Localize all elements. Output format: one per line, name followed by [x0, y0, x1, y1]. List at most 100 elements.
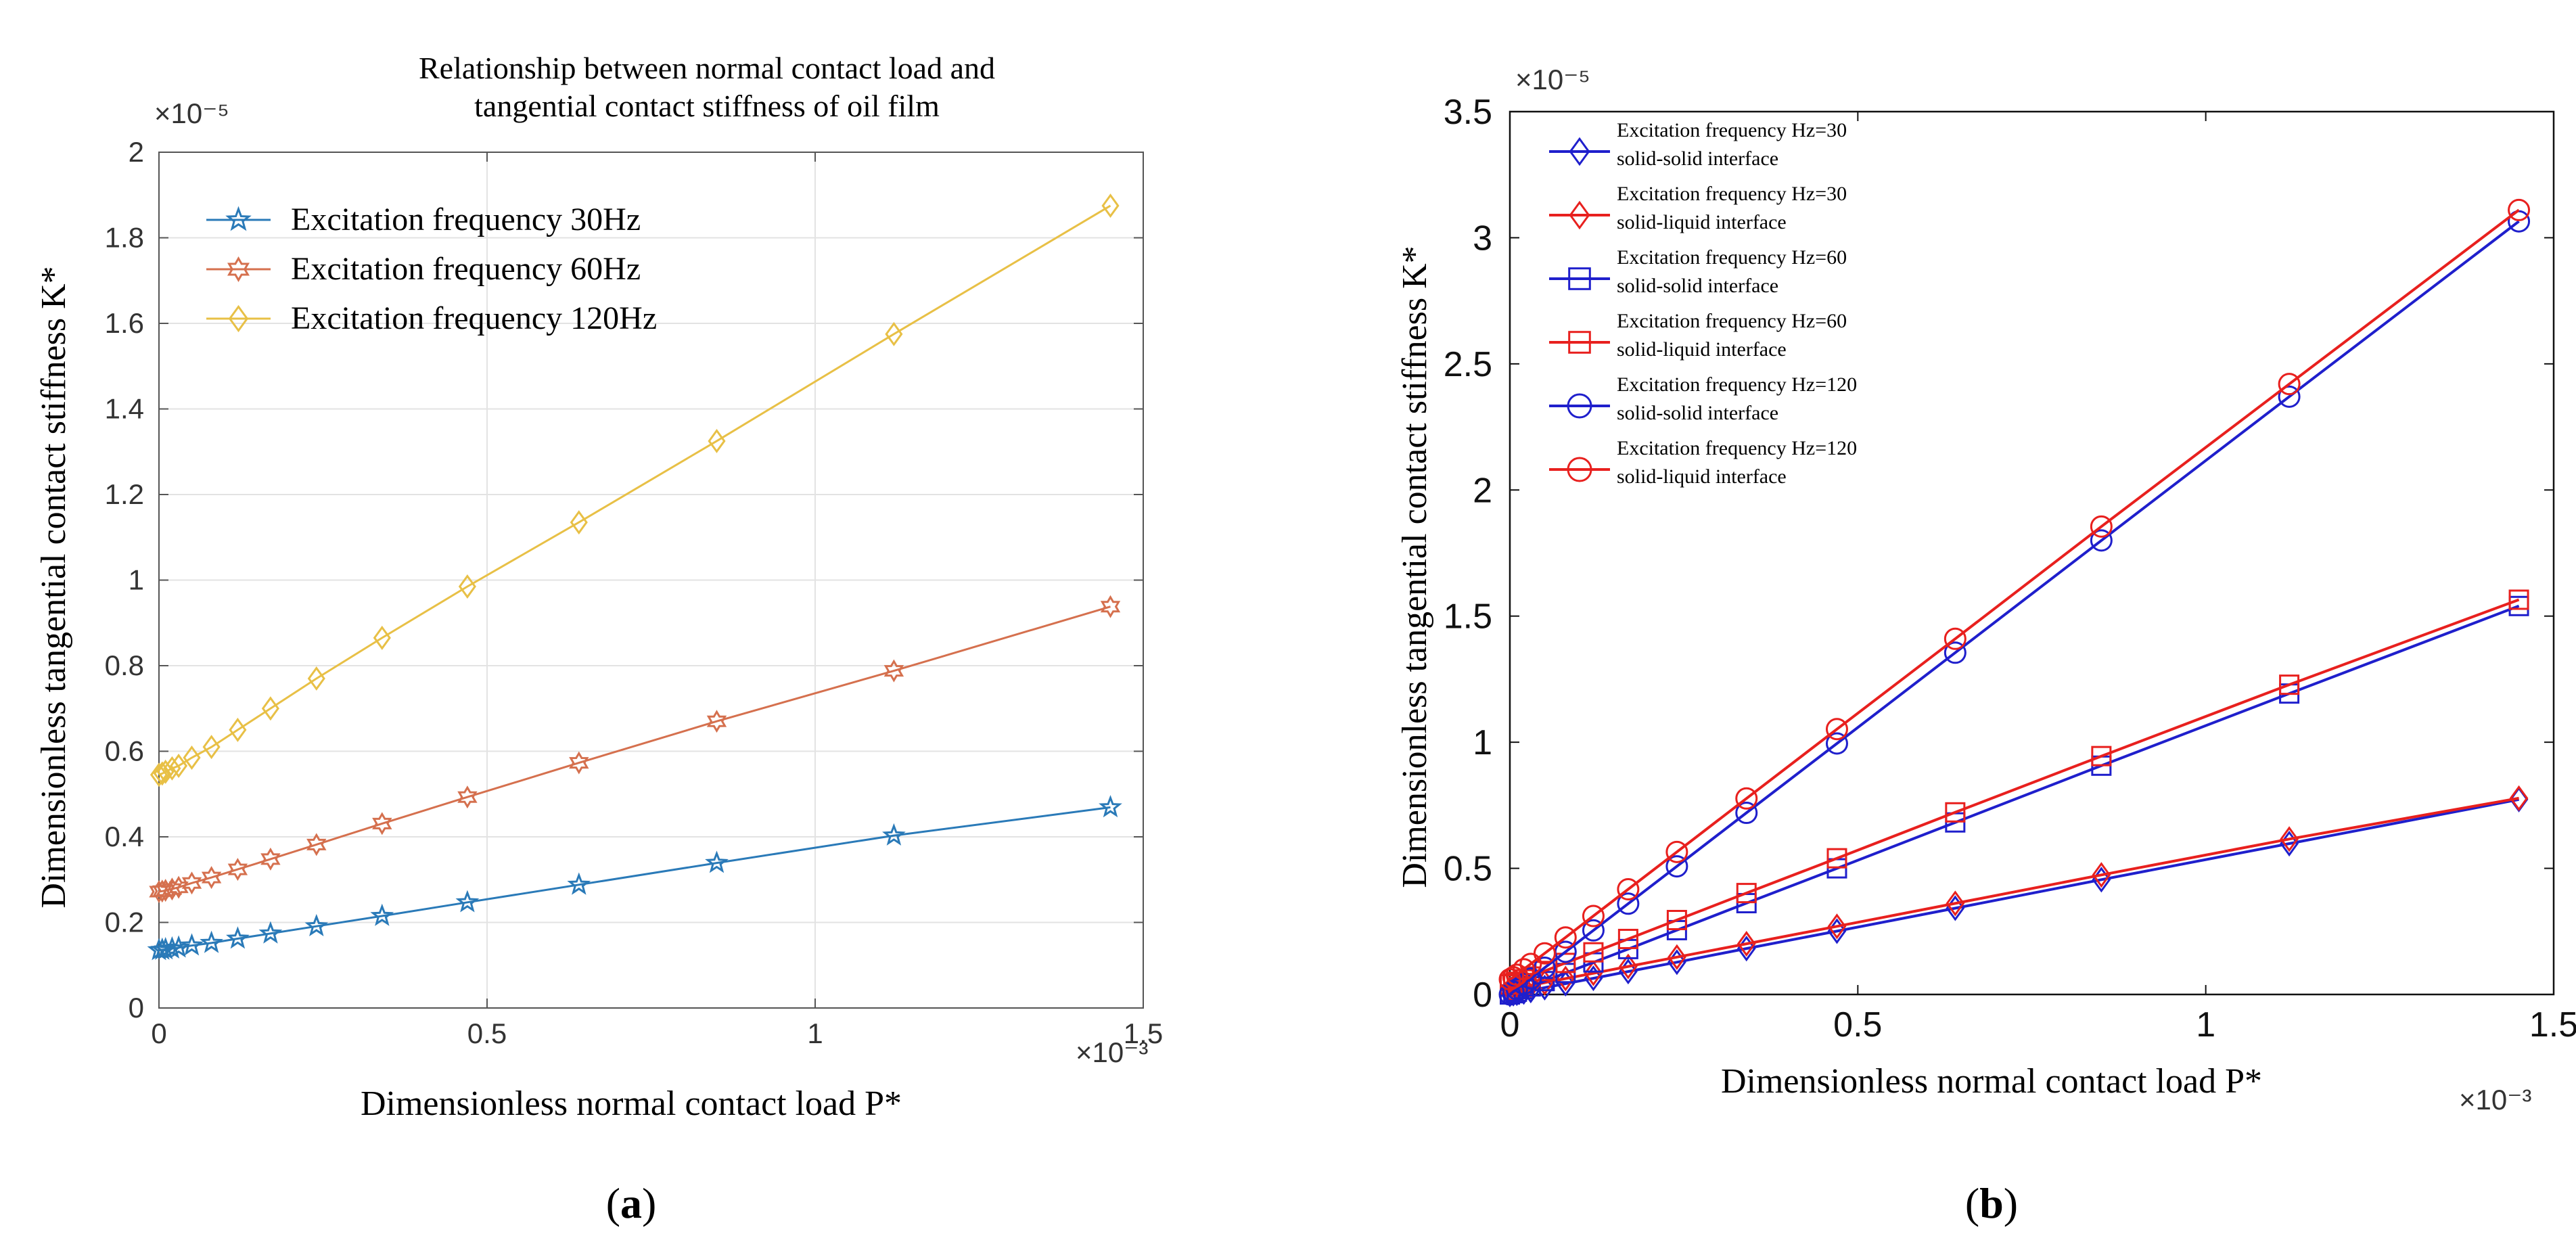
- b-series-1-point-13: [2092, 862, 2111, 888]
- b-series-5-point-7: [1582, 904, 1605, 927]
- panel-a-x-exponent: ×10⁻³: [1076, 1036, 1148, 1068]
- a-series-2-point-3: [163, 756, 181, 781]
- b-series-5-point-3: [1513, 958, 1536, 981]
- b-series-5-point-2: [1505, 963, 1528, 986]
- a-series-2-point-5: [183, 746, 201, 770]
- legend-b-label-2-line1: Excitation frequency Hz=60: [1617, 246, 1847, 269]
- a-series-0-point-8: [258, 921, 283, 944]
- b-series-1-point-14: [2280, 826, 2299, 852]
- b-series-5-point-4: [1519, 953, 1542, 976]
- a-x-tick-label-3: 1.5: [1124, 1017, 1163, 1049]
- a-series-2-line: [158, 204, 1111, 776]
- a-series-0-point-14: [882, 823, 906, 846]
- a-series-1-point-11: [457, 785, 478, 809]
- a-series-2-point-11: [458, 574, 476, 599]
- b-series-5-point-10: [1735, 787, 1758, 810]
- b-series-5-point-14: [2278, 373, 2301, 396]
- legend-b-label-1-line2: solid-liquid interface: [1617, 211, 1787, 233]
- a-series-2-point-10: [373, 625, 391, 650]
- a-series-0-point-10: [370, 903, 394, 926]
- b-series-3-point-6: [1555, 953, 1576, 973]
- a-series-2-point-7: [229, 717, 247, 742]
- a-y-tick-label-1: 0.2: [105, 907, 144, 938]
- b-y-tick-label-1: 0.5: [1444, 850, 1492, 889]
- panel-a-series: [147, 193, 1122, 961]
- a-legend-marker-1: [227, 256, 250, 283]
- a-y-tick-label-9: 1.8: [105, 222, 144, 254]
- a-series-1-point-3: [162, 877, 183, 901]
- b-series-3-point-14: [2279, 674, 2300, 695]
- a-series-2-point-9: [307, 666, 325, 691]
- panel-b-y-axis-label: Dimensionless tangential contact stiffne…: [1396, 246, 1434, 888]
- a-series-2-point-15: [1101, 193, 1120, 219]
- legend-b-label-5-line1: Excitation frequency Hz=120: [1617, 437, 1857, 459]
- a-y-tick-label-2: 0.4: [105, 821, 144, 852]
- a-legend-marker-0: [225, 206, 252, 231]
- a-series-2-point-6: [202, 735, 221, 760]
- b-series-5-point-11: [1825, 718, 1848, 741]
- legend-b-label-4-line2: solid-solid interface: [1617, 402, 1778, 424]
- b-series-1-point-12: [1946, 890, 1965, 917]
- a-series-0-point-3: [160, 936, 184, 959]
- a-series-0-point-12: [567, 872, 591, 895]
- b-y-tick-label-5: 2.5: [1444, 345, 1492, 384]
- b-y-tick-label-6: 3: [1473, 219, 1492, 258]
- a-series-1-point-5: [181, 871, 202, 895]
- panel-b-axes: 0 0.5 1 1.5 0 0.5 1 1.5 2 2.5 3 3.5: [1444, 93, 2576, 1045]
- panel-b-x-axis-label: Dimensionless normal contact load P*: [1721, 1062, 2262, 1101]
- panel-a-y-exponent: ×10⁻⁵: [154, 97, 229, 129]
- a-y-tick-label-6: 1.2: [105, 478, 144, 510]
- a-series-1-point-2: [156, 879, 176, 902]
- b-series-4-point-11: [1825, 732, 1848, 755]
- legend-b-label-4-line1: Excitation frequency Hz=120: [1617, 373, 1857, 396]
- a-y-tick-label-7: 1.4: [105, 393, 144, 425]
- a-y-tick-label-3: 0.6: [105, 735, 144, 767]
- b-axes-box: [1509, 110, 2555, 996]
- a-y-tick-label-4: 0.8: [105, 649, 144, 681]
- a-x-tick-label-0: 0: [151, 1017, 166, 1049]
- b-series-4-point-9: [1665, 855, 1688, 878]
- legend-b-label-5-line2: solid-liquid interface: [1617, 465, 1787, 488]
- b-series-3-point-12: [1945, 802, 1966, 823]
- a-series-2-point-13: [708, 428, 726, 453]
- a-y-tick-label-5: 1: [129, 564, 144, 596]
- panel-b-x-exponent: ×10⁻³: [2459, 1084, 2531, 1116]
- a-series-1-point-13: [706, 710, 727, 733]
- b-series-4-point-13: [2090, 529, 2113, 552]
- b-series-3-point-15: [2508, 589, 2529, 610]
- b-legend-marker-4: [1567, 393, 1592, 419]
- panel-a-axes: 0 0.5 1 1.5 0 0.2 0.4 0.6 0.8 1 1.2 1.4 1.6 1.8 2: [105, 136, 1164, 1049]
- b-y-tick-label-3: 1.5: [1444, 597, 1492, 637]
- panel-a-title-line2: tangential contact stiffness of oil film: [474, 89, 940, 123]
- b-series-4-point-14: [2278, 385, 2301, 408]
- b-series-3-line: [1509, 598, 2520, 986]
- b-legend-marker-3: [1568, 331, 1591, 354]
- b-series-4-point-12: [1944, 641, 1967, 664]
- b-legend-marker-0: [1569, 137, 1590, 166]
- panel-a-legend: Excitation frequency 30Hz Excitation fre…: [206, 202, 657, 336]
- b-series-5-point-9: [1665, 840, 1688, 863]
- panel-a-x-axis-label: Dimensionless normal contact load P*: [361, 1084, 902, 1123]
- b-legend-marker-2: [1568, 267, 1591, 290]
- b-series-1-point-10: [1736, 931, 1756, 957]
- b-x-tick-label-1: 0.5: [1833, 1005, 1882, 1045]
- b-series-3-point-10: [1736, 883, 1757, 904]
- a-series-1-point-9: [306, 833, 327, 856]
- a-series-1-point-6: [201, 866, 222, 890]
- b-series-1-point-11: [1827, 913, 1847, 940]
- a-series-2-point-0: [150, 762, 168, 787]
- a-series-1-point-7: [227, 858, 248, 881]
- b-series-3-point-11: [1826, 848, 1847, 869]
- a-series-0-point-15: [1099, 795, 1122, 818]
- a-series-0-point-7: [226, 926, 250, 949]
- b-series-1-point-15: [2509, 785, 2529, 811]
- b-series-1-point-9: [1668, 944, 1686, 970]
- panel-a-y-axis-label: Dimensionless tangential contact stiffne…: [34, 266, 73, 908]
- a-y-tick-label-8: 1.6: [105, 307, 144, 339]
- a-series-0-point-9: [304, 913, 329, 936]
- legend-b-label-0-line2: solid-solid interface: [1617, 147, 1778, 170]
- panel-b-caption: (b): [1965, 1179, 2018, 1227]
- a-legend-marker-2: [228, 304, 249, 333]
- b-x-tick-label-0: 0: [1500, 1005, 1520, 1045]
- a-series-2-point-1: [153, 761, 171, 786]
